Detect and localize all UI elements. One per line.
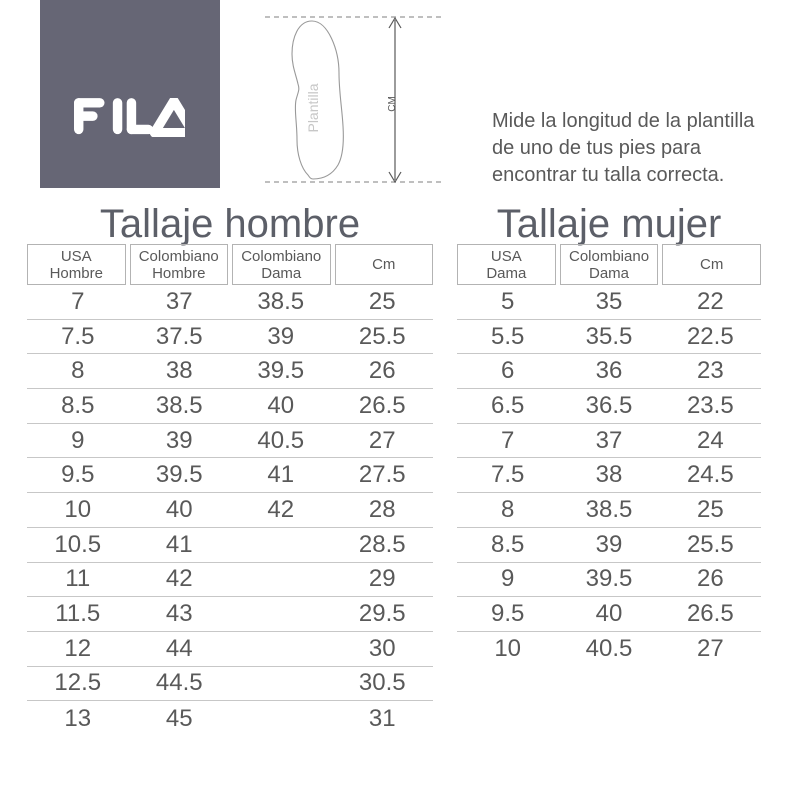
svg-text:CM: CM [387,96,398,112]
svg-text:Plantilla: Plantilla [305,83,321,132]
